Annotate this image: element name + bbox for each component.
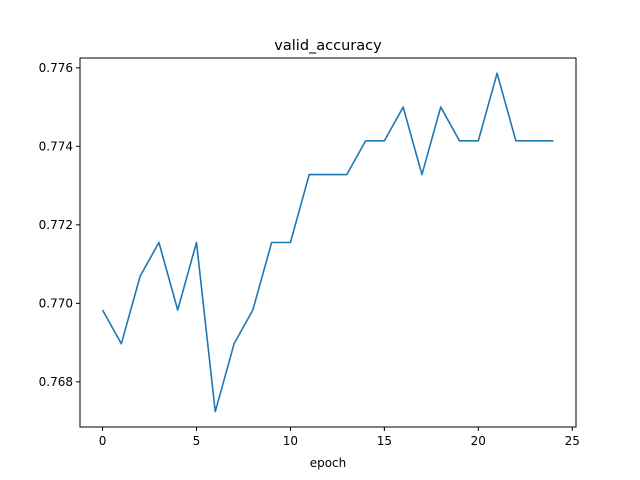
plot-area [101, 72, 554, 413]
x-tick-label: 25 [565, 434, 580, 448]
y-tick-label: 0.770 [39, 296, 73, 310]
x-tick-label: 20 [471, 434, 486, 448]
series-line [101, 72, 554, 413]
chart-title: valid_accuracy [274, 38, 382, 54]
x-tick-label: 10 [283, 434, 298, 448]
y-tick-label: 0.768 [39, 375, 73, 389]
y-tick-label: 0.772 [39, 218, 73, 232]
x-axis: 0 5 10 15 20 25 [99, 427, 580, 448]
x-tick-label: 0 [99, 434, 107, 448]
y-tick-label: 0.774 [39, 139, 73, 153]
x-tick-label: 5 [193, 434, 201, 448]
y-axis: 0.768 0.770 0.772 0.774 0.776 [39, 61, 80, 389]
plot-frame [79, 57, 577, 428]
y-tick-label: 0.776 [39, 61, 73, 75]
x-tick-label: 15 [377, 434, 392, 448]
x-axis-label: epoch [310, 456, 347, 470]
